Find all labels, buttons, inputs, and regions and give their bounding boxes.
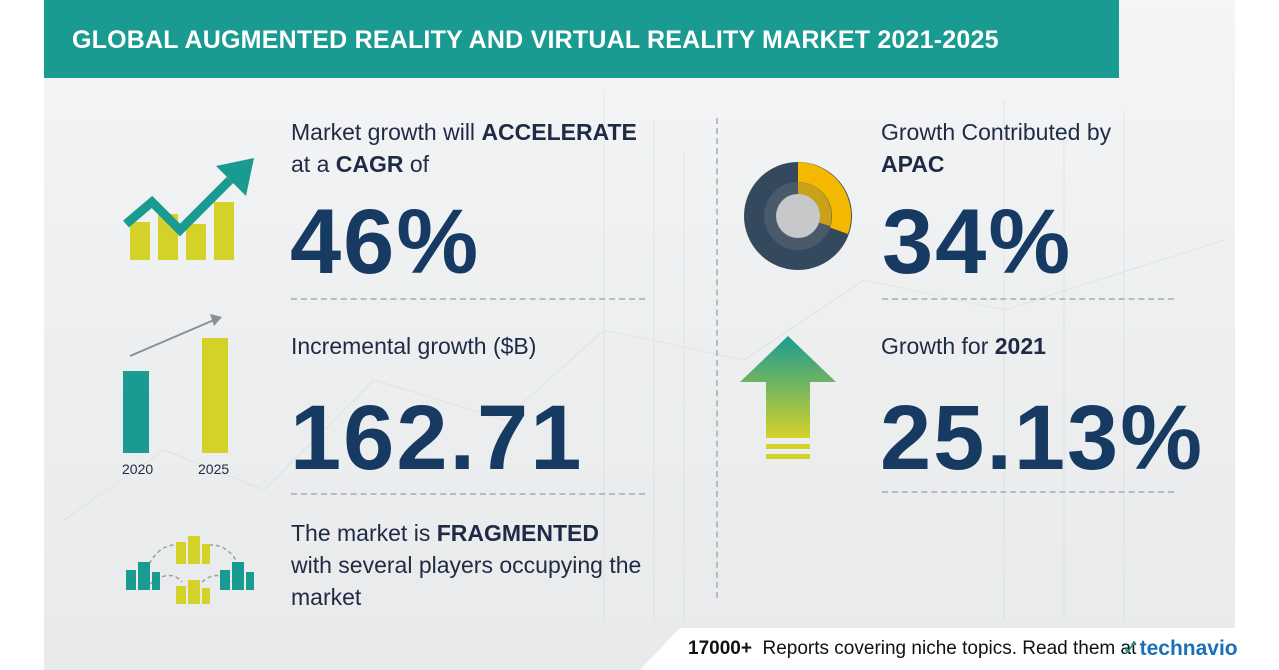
- divider-right-2: [882, 491, 1174, 493]
- divider-left-2: [291, 493, 645, 495]
- yoy-value: 25.13%: [880, 387, 1205, 489]
- title-banner: [44, 0, 1119, 78]
- brand-name: technavio: [1139, 637, 1238, 660]
- page-title: GLOBAL AUGMENTED REALITY AND VIRTUAL REA…: [72, 26, 999, 54]
- region-donut-icon: [744, 162, 852, 270]
- cagr-accelerate-text: ACCELERATE: [481, 119, 637, 145]
- incremental-label: Incremental growth ($B): [291, 333, 537, 359]
- year-2025-label: 2025: [198, 461, 230, 477]
- region-value: 34%: [882, 191, 1073, 293]
- cagr-label-suffix: of: [403, 151, 430, 177]
- technavio-logo[interactable]: ✓technavio: [1122, 636, 1238, 661]
- fragmented-label-line3: market: [291, 584, 362, 610]
- region-label-line1: Growth Contributed by: [881, 119, 1112, 145]
- cagr-label-line1: Market growth will: [291, 119, 482, 145]
- yoy-year: 2021: [994, 333, 1046, 359]
- report-count: 17000+: [688, 638, 752, 659]
- growth-chart-icon: [123, 158, 254, 260]
- cagr-value: 46%: [290, 191, 481, 293]
- fragmented-label-line1: The market is: [291, 520, 437, 546]
- yoy-label-prefix: Growth for: [881, 333, 995, 359]
- divider-right-1: [882, 298, 1174, 300]
- fragmented-text: FRAGMENTED: [436, 520, 599, 546]
- region-name: APAC: [881, 151, 945, 177]
- footer-text: 17000+ Reports covering niche topics. Re…: [688, 638, 1136, 660]
- year-2020-label: 2020: [122, 461, 154, 477]
- infographic-background: [44, 0, 1235, 670]
- fragmented-market-icon: [126, 536, 254, 604]
- footer-message: Reports covering niche topics. Read them…: [762, 638, 1137, 659]
- technavio-logo-icon: ✓: [1122, 637, 1140, 660]
- incremental-bars-icon: [129, 314, 222, 357]
- cagr-label-line2: at a: [291, 151, 336, 177]
- bar-2025: [202, 338, 228, 453]
- incremental-value: 162.71: [290, 387, 584, 489]
- cagr-text: CAGR: [335, 151, 404, 177]
- yoy-label: Growth for 2021: [881, 330, 1046, 362]
- footer-panel: [640, 628, 1235, 670]
- divider-vertical: [716, 118, 718, 598]
- region-label: Growth Contributed by APAC: [881, 116, 1111, 180]
- background-decoration: [63, 90, 1225, 620]
- fragmented-label: The market is FRAGMENTED with several pl…: [291, 517, 641, 613]
- divider-left-1: [291, 298, 645, 300]
- cagr-label: Market growth will ACCELERATE at a CAGR …: [291, 116, 637, 180]
- bar-2020: [123, 371, 149, 453]
- fragmented-label-line2: with several players occupying the: [291, 552, 642, 578]
- growth-arrow-icon: [740, 336, 836, 459]
